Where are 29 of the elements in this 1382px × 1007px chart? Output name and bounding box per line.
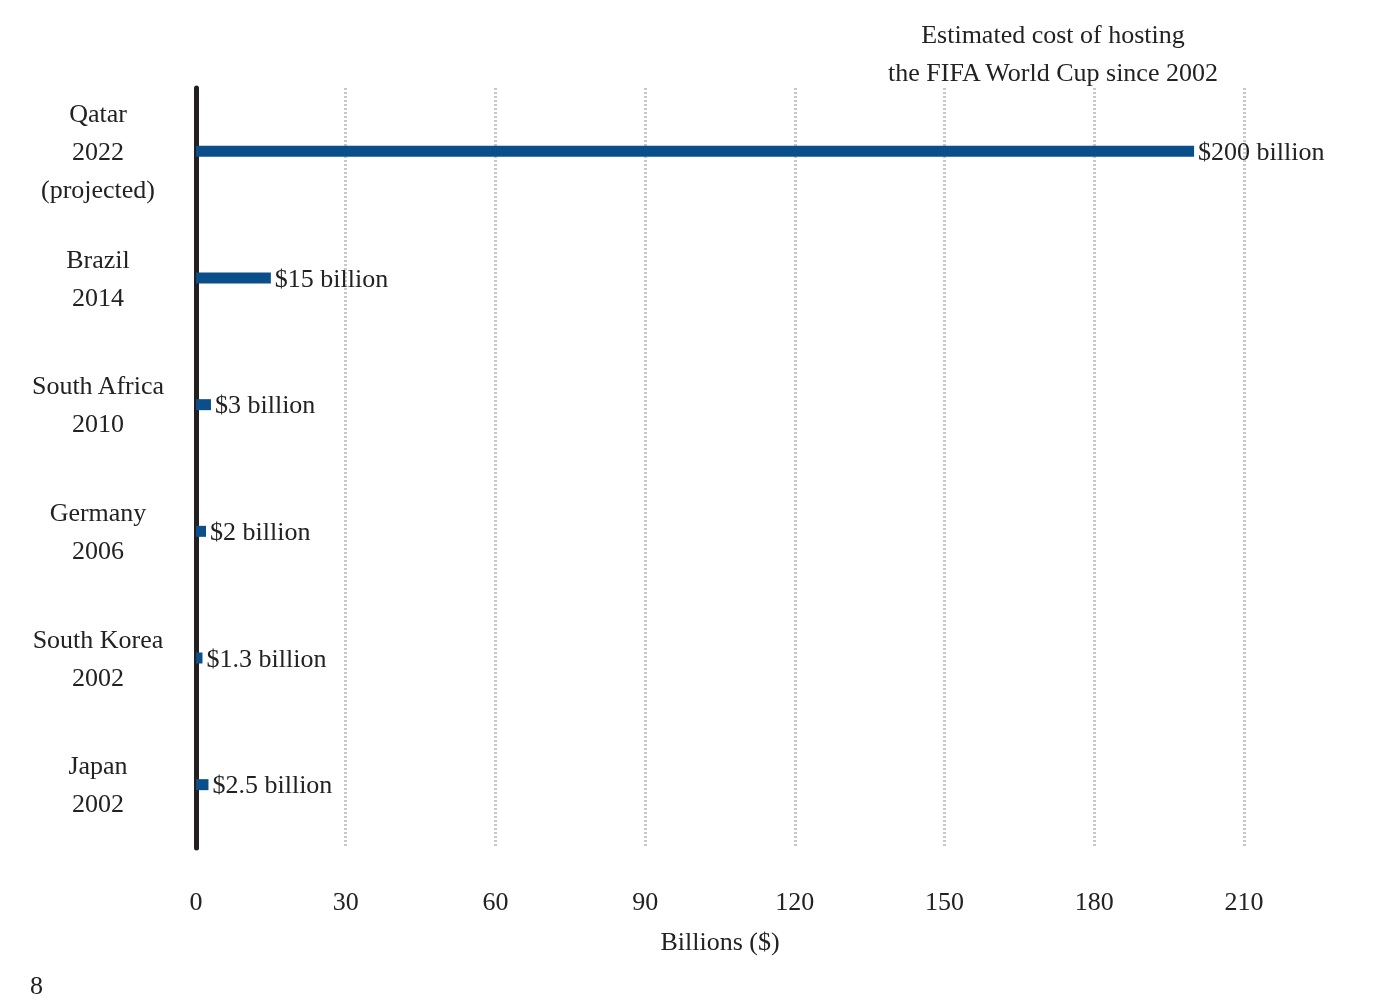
- data-label: $2.5 billion: [212, 770, 333, 800]
- data-label: $3 billion: [214, 390, 316, 420]
- data-label: $200 billion: [1198, 136, 1325, 166]
- bar: [196, 779, 209, 791]
- bar: [196, 399, 211, 411]
- x-tick-label: 60: [482, 886, 509, 916]
- bar: [196, 652, 203, 664]
- data-label: $2 billion: [209, 516, 311, 546]
- data-label: $15 billion: [274, 263, 389, 293]
- bar: [196, 272, 271, 284]
- y-tick-label: South Korea 2002: [32, 624, 164, 692]
- x-tick-label: 0: [189, 886, 203, 916]
- y-tick-label: Brazil 2014: [66, 244, 130, 312]
- x-tick-label: 30: [332, 886, 359, 916]
- x-axis-title: Billions ($): [660, 926, 780, 956]
- bar: [196, 525, 206, 537]
- chart-title: Estimated cost of hosting the FIFA World Cup since 2002: [888, 19, 1218, 87]
- data-label: $1.3 billion: [206, 643, 327, 673]
- x-tick-label: 210: [1224, 886, 1264, 916]
- x-tick-label: 150: [925, 886, 965, 916]
- x-tick-label: 90: [632, 886, 659, 916]
- y-tick-label: South Africa 2010: [31, 371, 165, 439]
- text: 8: [30, 970, 43, 1000]
- bar: [196, 145, 1195, 157]
- x-tick-label: 120: [775, 886, 815, 916]
- y-tick-label: Japan 2002: [68, 751, 128, 819]
- y-tick-label: Germany 2006: [49, 497, 147, 565]
- x-tick-label: 180: [1074, 886, 1114, 916]
- y-tick-label: Qatar 2022 (projected): [40, 98, 156, 204]
